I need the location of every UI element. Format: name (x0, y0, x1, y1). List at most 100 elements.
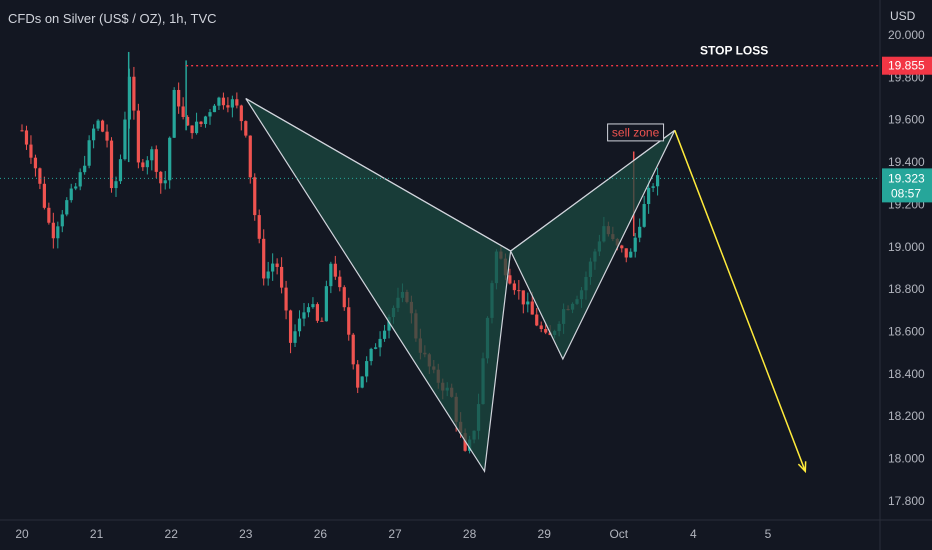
candle-body (141, 162, 145, 168)
candle-body (262, 238, 266, 279)
pattern-leg-bd (510, 129, 676, 252)
stop-loss-label: STOP LOSS (700, 44, 768, 58)
x-tick-label: 4 (690, 527, 697, 541)
y-tick-label: 19.400 (888, 155, 925, 169)
y-tick-label: 18.600 (888, 325, 925, 339)
candle-body (517, 290, 521, 292)
x-tick-label: 5 (765, 527, 772, 541)
x-tick-label: 29 (538, 527, 552, 541)
candle-body (293, 331, 297, 343)
candle-body (347, 307, 351, 335)
candle-body (315, 304, 320, 321)
candle-body (154, 149, 158, 172)
candle-body (69, 188, 73, 201)
candle-body (74, 186, 78, 189)
x-tick-label: 27 (388, 527, 402, 541)
currency-label: USD (890, 9, 916, 23)
candle-body (365, 361, 369, 377)
candle-body (96, 120, 100, 129)
pattern-layer (245, 98, 676, 474)
x-tick-label: 21 (90, 527, 104, 541)
candle-body (544, 329, 548, 333)
candle-body (356, 364, 360, 388)
candle-body (275, 263, 279, 267)
candle-body (369, 348, 373, 362)
candle-body (42, 183, 46, 208)
candle-body (226, 105, 230, 108)
candle-body (38, 168, 42, 184)
candle-body (123, 119, 127, 160)
x-tick-label: Oct (609, 527, 628, 541)
candle-body (320, 320, 324, 322)
sell-zone-label: sell zone (612, 125, 660, 139)
candle-body (638, 226, 642, 238)
candle-body (539, 325, 543, 330)
candle-body (655, 175, 660, 187)
candle-body (150, 149, 154, 161)
annotations-layer: STOP LOSS sell zone (0, 44, 880, 474)
candle-body (302, 312, 306, 319)
candle-body (248, 135, 252, 178)
candle-body (136, 110, 140, 163)
candle-body (235, 99, 239, 106)
current-price-tag (882, 168, 932, 203)
candle-body (333, 263, 337, 277)
candle-body (132, 76, 136, 111)
candle-body (512, 283, 516, 291)
y-tick-label: 19.000 (888, 240, 925, 254)
candle-body (20, 130, 24, 132)
candle-body (92, 128, 96, 141)
candle-body (56, 226, 60, 239)
candle-body (105, 131, 109, 141)
candle-body (257, 215, 261, 239)
candle-body (651, 186, 655, 188)
y-tick-label: 18.800 (888, 282, 925, 296)
candle-body (181, 106, 185, 117)
candle-body (288, 310, 293, 343)
candle-body (65, 200, 69, 215)
candle-body (203, 116, 208, 125)
candle-body (360, 376, 364, 388)
candle-body (629, 251, 633, 258)
candle-body (387, 317, 391, 331)
chart-title: CFDs on Silver (US$ / OZ), 1h, TVC (8, 11, 217, 26)
candle-body (190, 125, 194, 134)
candle-body (159, 171, 163, 184)
candle-body (29, 144, 33, 158)
candle-body (24, 130, 29, 145)
candle-body (624, 248, 628, 258)
candle-body (239, 105, 243, 122)
candle-body (280, 266, 284, 288)
candle-body (199, 121, 203, 125)
candle-body (306, 307, 311, 313)
candle-body (297, 318, 302, 332)
candle-body (329, 263, 333, 287)
candle-body (212, 105, 217, 113)
candle-body (374, 347, 378, 349)
candle-body (311, 304, 315, 308)
candle-body (244, 121, 248, 136)
candle-body (100, 120, 105, 132)
candle-body (145, 160, 149, 168)
x-tick-label: 22 (165, 527, 179, 541)
candle-body (114, 181, 118, 189)
candle-body (620, 245, 624, 249)
x-tick-label: 26 (314, 527, 328, 541)
candle-body (109, 140, 114, 189)
candle-body (271, 263, 275, 272)
candle-body (78, 172, 82, 187)
projection-arrowhead (797, 461, 807, 474)
x-tick-label: 20 (15, 527, 29, 541)
y-tick-label: 19.600 (888, 113, 925, 127)
y-tick-label: 18.200 (888, 409, 925, 423)
candle-body (47, 207, 51, 223)
candle-body (208, 112, 212, 117)
candle-body (221, 97, 226, 106)
candle-body (168, 137, 172, 181)
candle-body (83, 165, 87, 173)
current-price-countdown: 08:57 (891, 186, 921, 200)
candle-body (535, 314, 539, 326)
candle-body (342, 287, 346, 308)
